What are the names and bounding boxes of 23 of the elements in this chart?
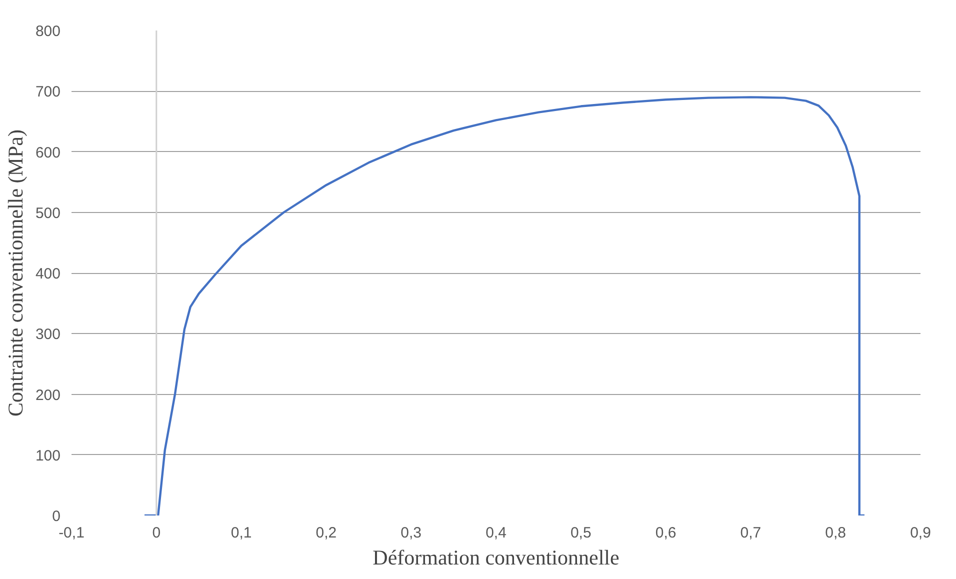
y-tick-label: 700 xyxy=(35,84,61,101)
line-series xyxy=(143,96,866,516)
x-tick-label: 0,2 xyxy=(316,524,337,542)
x-tick-label: 0,7 xyxy=(740,524,762,542)
x-tick-label: 0,9 xyxy=(910,524,931,542)
y-tick-label: 0 xyxy=(52,508,60,525)
x-axis-title: Déformation conventionnelle xyxy=(372,546,620,570)
y-tick-label: 100 xyxy=(35,447,61,464)
x-tick-label: 0,3 xyxy=(400,524,422,542)
y-tick-label: 200 xyxy=(35,386,61,404)
y-tick-label: 800 xyxy=(35,23,61,40)
y-tick-label: 300 xyxy=(35,326,61,344)
y-tick-label: 600 xyxy=(35,144,61,162)
y-tick-label: 400 xyxy=(35,266,61,282)
y-tick-label: 500 xyxy=(35,204,61,222)
x-tick-label: 0,5 xyxy=(570,524,592,542)
y-axis-title: Contrainte conventionnelle (MPa) xyxy=(3,130,28,416)
x-tick-label: 0,4 xyxy=(486,524,506,542)
x-tick-label: 0,8 xyxy=(825,524,846,542)
x-tick-label: -0,1 xyxy=(58,524,84,542)
x-tick-label: 0,1 xyxy=(230,524,252,542)
x-tick-label: 0 xyxy=(152,524,161,542)
x-tick-label: 0,6 xyxy=(655,524,676,542)
